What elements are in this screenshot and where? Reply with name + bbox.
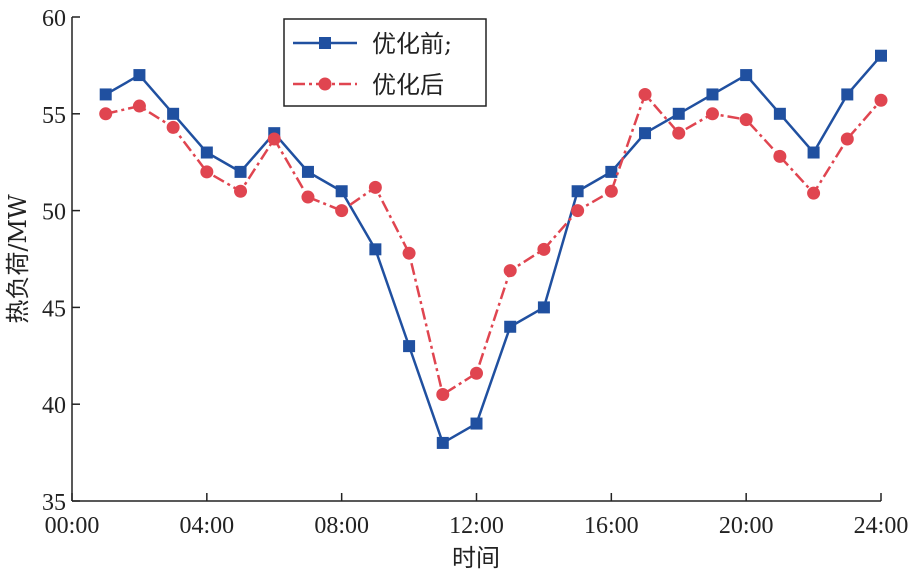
series-line-before <box>105 54 882 445</box>
legend-marker-circle <box>318 77 332 91</box>
data-point-square <box>436 436 449 449</box>
data-point-square <box>200 146 213 159</box>
data-point-square <box>369 243 382 256</box>
data-point-circle <box>773 149 787 163</box>
data-point-square <box>773 107 786 120</box>
y-axis-title: 热负荷/MW <box>4 194 32 324</box>
data-point-square <box>875 49 887 62</box>
y-tick-label: 45 <box>42 296 66 322</box>
data-point-circle <box>335 204 349 218</box>
legend-box <box>283 18 487 107</box>
legend-marker-square <box>319 37 331 49</box>
data-point-square <box>740 69 753 82</box>
data-point-square <box>706 88 719 101</box>
data-point-circle <box>672 126 686 140</box>
data-point-circle <box>705 107 719 121</box>
legend: 优化前; 优化后 <box>283 18 487 107</box>
data-point-square <box>167 107 180 120</box>
y-tick-label: 35 <box>42 490 66 516</box>
data-point-circle <box>436 388 450 402</box>
data-point-square <box>571 185 584 198</box>
x-tick-label: 04:00 <box>179 513 234 539</box>
y-tick-label: 60 <box>42 6 66 32</box>
data-point-circle <box>301 190 315 204</box>
legend-entry-before: 优化前; <box>293 30 452 58</box>
data-point-square <box>807 146 820 159</box>
data-point-circle <box>166 120 180 134</box>
y-tick-label: 55 <box>42 103 66 129</box>
x-axis-title: 时间 <box>452 544 500 572</box>
data-point-square <box>639 127 652 140</box>
x-tick-label: 24:00 <box>854 513 909 539</box>
data-point-square <box>470 417 483 430</box>
legend-entry-after: 优化后 <box>293 71 444 99</box>
y-tick-label: 40 <box>42 393 66 419</box>
data-point-square <box>504 320 517 333</box>
data-point-circle <box>739 113 753 127</box>
x-tick-label: 20:00 <box>719 513 774 539</box>
data-point-square <box>841 88 854 101</box>
data-point-circle <box>537 242 551 256</box>
data-point-circle <box>503 264 517 278</box>
data-point-circle <box>874 93 888 107</box>
data-point-circle <box>638 87 652 101</box>
legend-label-before: 优化前; <box>372 30 452 58</box>
data-point-circle <box>132 99 146 113</box>
data-point-square <box>301 165 314 178</box>
data-point-circle <box>807 186 821 200</box>
data-point-circle <box>368 180 382 194</box>
x-tick-label: 00:00 <box>45 513 100 539</box>
x-tick-label: 12:00 <box>449 513 504 539</box>
data-point-circle <box>99 107 113 121</box>
series-layer <box>99 49 888 449</box>
data-point-circle <box>234 184 248 198</box>
data-point-square <box>99 88 112 101</box>
legend-label-after: 优化后 <box>372 71 444 99</box>
data-point-circle <box>604 184 618 198</box>
y-tick-label: 50 <box>42 200 66 226</box>
data-point-circle <box>571 204 585 218</box>
data-point-square <box>605 165 618 178</box>
data-point-circle <box>267 132 281 146</box>
data-point-circle <box>402 246 416 260</box>
series-line-after <box>105 93 882 396</box>
data-point-square <box>672 107 685 120</box>
data-point-square <box>403 340 416 353</box>
data-point-circle <box>470 366 483 380</box>
x-tick-label: 16:00 <box>584 513 639 539</box>
data-point-square <box>537 301 550 314</box>
data-point-square <box>234 165 247 178</box>
data-point-square <box>335 185 348 198</box>
data-point-circle <box>840 132 854 146</box>
x-axis-ticks: 00:00 04:00 08:00 12:00 16:00 20:00 24:00 <box>45 493 909 539</box>
data-point-circle <box>200 165 214 179</box>
data-point-square <box>133 69 146 82</box>
x-tick-label: 08:00 <box>314 513 369 539</box>
y-axis-ticks: 35 40 45 50 55 60 <box>42 6 80 516</box>
